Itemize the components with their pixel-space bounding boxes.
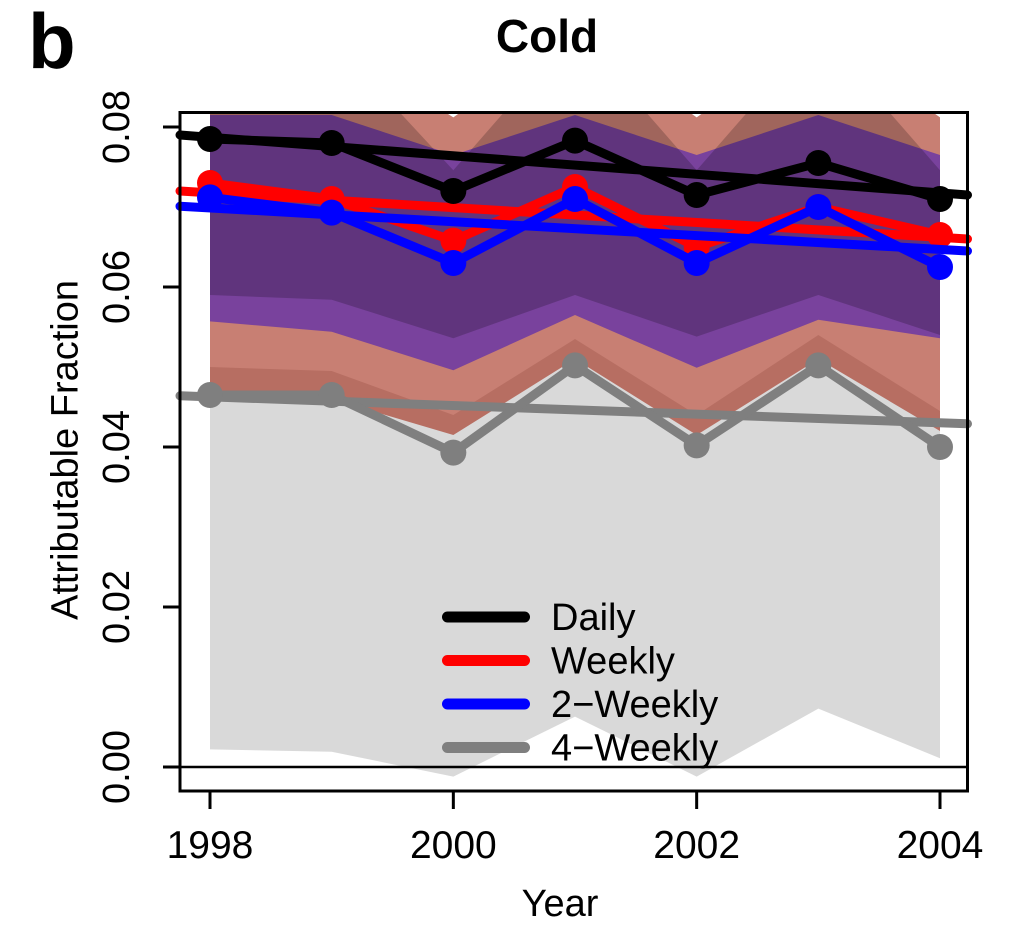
data-point-daily-2001	[562, 127, 589, 154]
x-axis: 1998 2000 2002 2004	[167, 791, 984, 867]
data-point-daily-2003	[805, 150, 832, 176]
plot-box	[178, 111, 969, 793]
legend-label-4-weekly: 4−Weekly	[551, 728, 718, 770]
data-point-2-weekly-2003	[805, 194, 832, 220]
x-tick-label-2000: 2000	[410, 824, 497, 867]
series-4-weekly	[175, 352, 972, 466]
data-point-weekly-2000	[440, 227, 467, 254]
series-daily	[175, 126, 972, 212]
data-point-2-weekly-2004	[927, 254, 954, 280]
legend-label-2-weekly: 2−Weekly	[551, 684, 718, 726]
data-point-4-weekly-2004	[927, 434, 954, 460]
trend-line-4-weekly	[175, 391, 972, 429]
data-point-daily-1998	[197, 126, 223, 152]
data-point-2-weekly-1998	[197, 184, 223, 211]
y-tick-label-0.02: 0.02	[96, 570, 138, 644]
data-point-daily-1999	[318, 130, 345, 156]
chart-title: Cold	[495, 10, 599, 62]
x-axis-label: Year	[521, 883, 599, 925]
y-axis: 0.00 0.02 0.04 0.06 0.08	[96, 90, 180, 804]
data-point-2-weekly-2002	[683, 250, 710, 276]
data-point-weekly-2004	[927, 222, 954, 248]
y-tick-label-0.00: 0.00	[96, 730, 138, 804]
data-point-2-weekly-2000	[440, 250, 467, 276]
data-point-4-weekly-2000	[440, 439, 467, 466]
data-point-4-weekly-2003	[805, 352, 832, 379]
data-point-4-weekly-2001	[562, 352, 589, 379]
x-tick-label-2002: 2002	[653, 824, 740, 867]
data-point-2-weekly-2001	[562, 186, 589, 212]
data-point-daily-2000	[440, 178, 467, 204]
panel-label: b	[28, 0, 76, 85]
y-tick-label-0.06: 0.06	[96, 250, 138, 324]
legend-label-weekly: Weekly	[551, 641, 675, 683]
band-daily-ci	[210, 112, 941, 339]
y-tick-label-0.08: 0.08	[96, 90, 138, 164]
data-point-daily-2004	[927, 186, 954, 212]
data-point-2-weekly-1999	[318, 199, 345, 226]
y-tick-label-0.04: 0.04	[96, 410, 138, 484]
data-point-4-weekly-2002	[683, 432, 710, 459]
band-4-weekly-ci	[210, 335, 941, 777]
x-tick-label-1998: 1998	[167, 824, 254, 867]
data-point-4-weekly-1998	[197, 382, 223, 408]
data-point-4-weekly-1999	[318, 382, 345, 408]
data-point-daily-2002	[683, 182, 710, 208]
x-tick-label-2004: 2004	[897, 824, 984, 867]
legend-label-daily: Daily	[551, 597, 635, 639]
series-2-weekly	[175, 184, 972, 280]
